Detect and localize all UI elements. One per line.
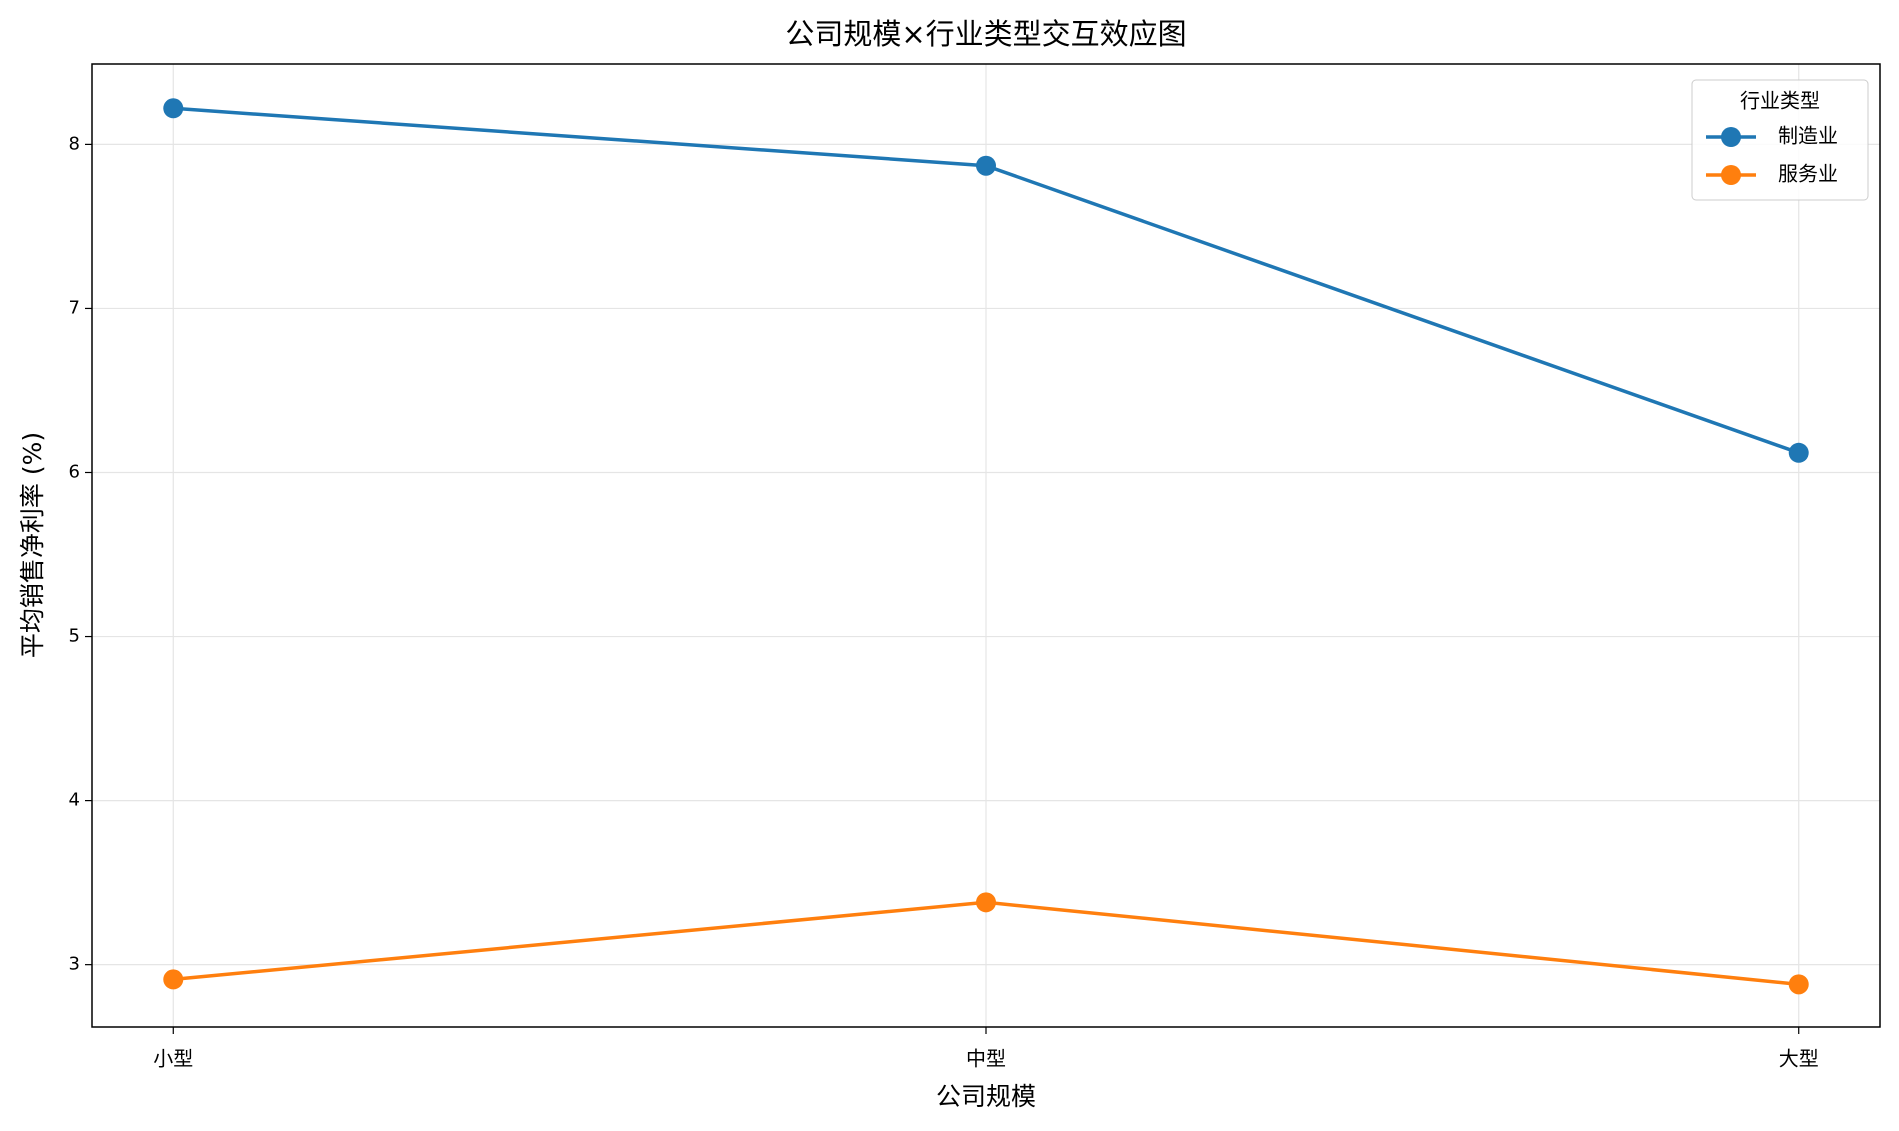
y-tick-label: 7 [69,297,80,318]
x-tick-label: 小型 [153,1047,193,1071]
x-axis-label: 公司规模 [936,1082,1036,1111]
data-point [163,98,184,119]
legend-marker [1721,127,1741,147]
y-tick-label: 6 [69,461,80,482]
chart-title: 公司规模×行业类型交互效应图 [785,17,1186,51]
legend-label: 服务业 [1778,162,1838,186]
x-tick-label: 大型 [1779,1047,1819,1071]
legend-marker [1721,165,1741,185]
y-tick-label: 5 [69,626,80,647]
y-tick-label: 4 [69,790,80,811]
y-tick-label: 8 [69,133,80,154]
legend-label: 制造业 [1778,124,1838,148]
data-point [976,892,996,913]
plot-frame [91,63,1881,1028]
data-point [1788,974,1809,995]
data-point [163,969,184,990]
legend-title: 行业类型 [1740,89,1820,113]
y-tick-label: 3 [69,954,80,975]
data-point [976,155,996,176]
y-axis-label: 平均销售净利率 (%) [18,432,47,658]
x-tick-label: 中型 [966,1047,1006,1071]
data-point [1788,442,1809,463]
